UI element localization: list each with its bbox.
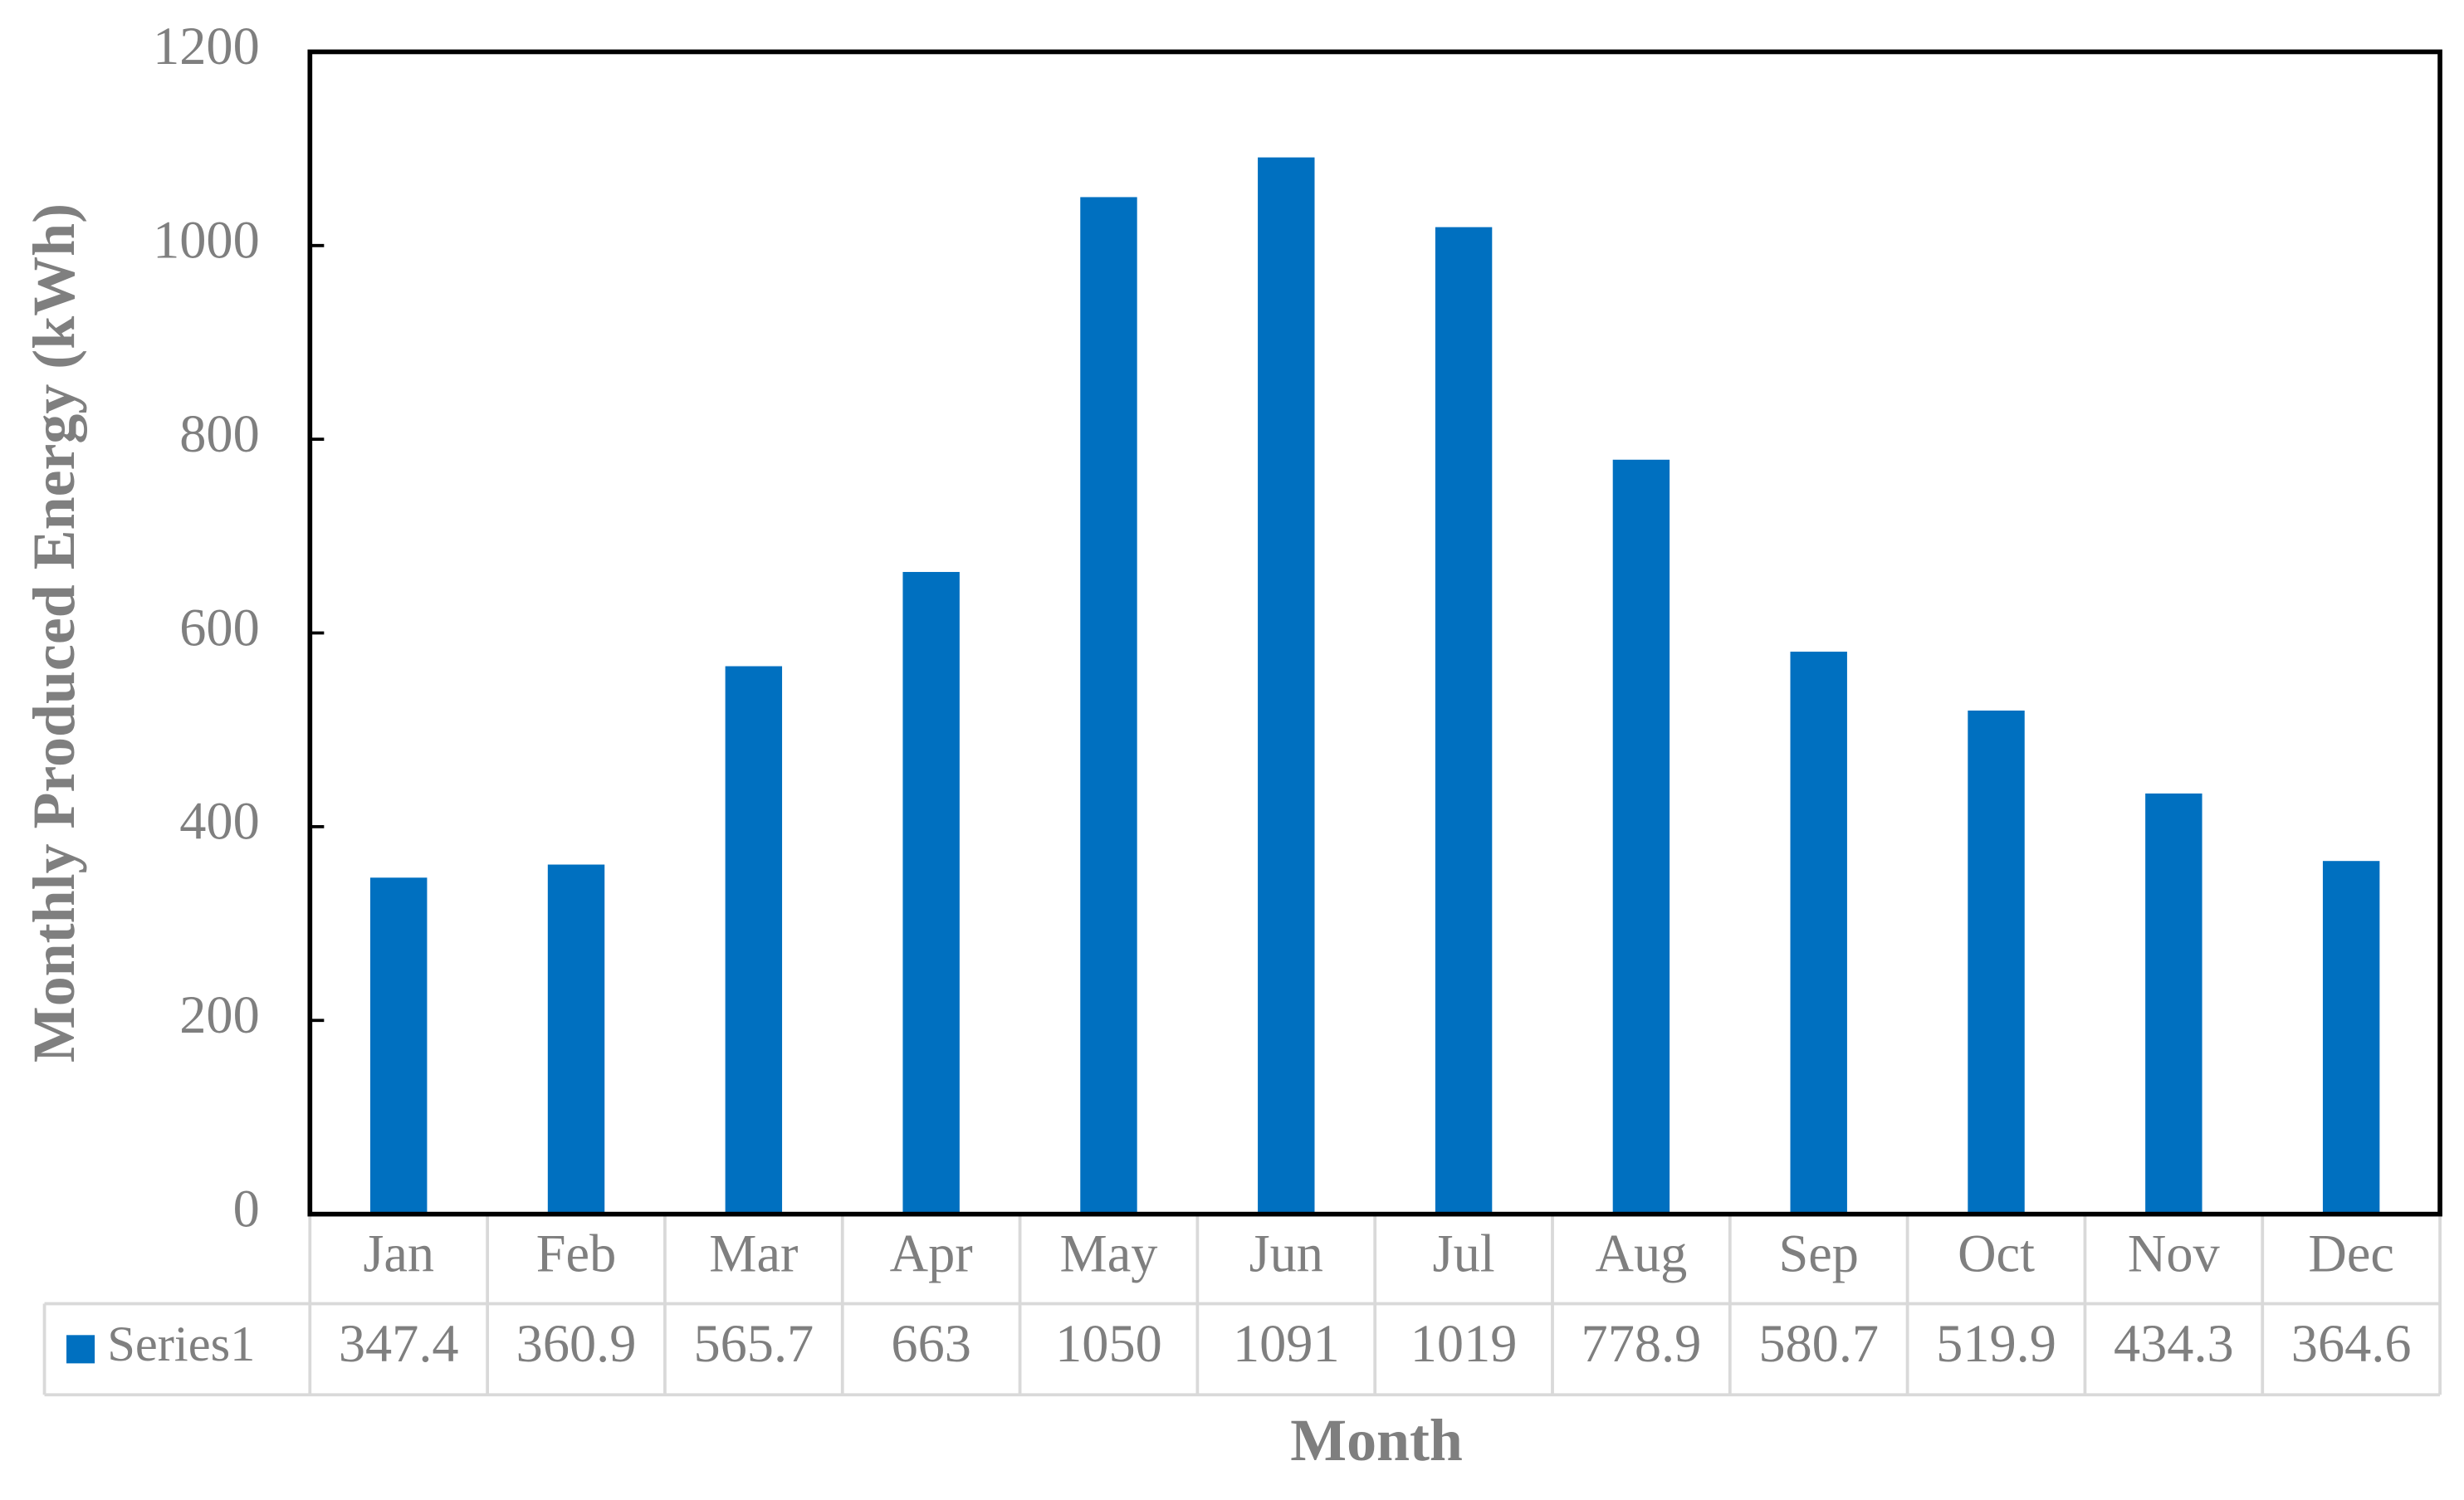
table-value: 1091	[1233, 1314, 1340, 1373]
y-tick-label: 800	[179, 404, 260, 463]
y-tick-label: 0	[233, 1179, 260, 1238]
table-value: 778.9	[1582, 1314, 1702, 1373]
x-tick-label: Jul	[1433, 1224, 1495, 1283]
x-tick-label: Jun	[1249, 1224, 1323, 1283]
bar	[2145, 793, 2202, 1214]
bar	[1258, 157, 1315, 1214]
table-value: 434.3	[2114, 1314, 2234, 1373]
plot-border	[307, 49, 2442, 1217]
legend-swatch	[66, 1335, 95, 1364]
y-axis-title: Monthly Produced Energy (kWh)	[21, 203, 87, 1063]
y-tick-label: 1000	[153, 211, 260, 270]
table-value: 1050	[1055, 1314, 1162, 1373]
bar	[1612, 459, 1670, 1214]
table-value: 1019	[1410, 1314, 1518, 1373]
bar	[725, 666, 783, 1214]
x-tick-label: Apr	[890, 1224, 973, 1283]
y-tick-label: 600	[179, 598, 260, 657]
table-value: 360.9	[516, 1314, 637, 1373]
bar	[2322, 861, 2380, 1214]
x-tick-label: Feb	[536, 1224, 617, 1283]
bar	[1435, 227, 1493, 1214]
bar	[370, 877, 428, 1214]
x-tick-label: May	[1060, 1224, 1158, 1283]
bar	[902, 572, 960, 1214]
table-value: 519.9	[1936, 1314, 2056, 1373]
x-tick-label: Sep	[1778, 1224, 1859, 1283]
x-axis-title: Month	[1290, 1407, 1463, 1473]
x-tick-label: Dec	[2308, 1224, 2394, 1283]
y-tick-label: 1200	[153, 17, 260, 76]
table-value: 580.7	[1758, 1314, 1879, 1373]
table-value: 565.7	[693, 1314, 814, 1373]
x-tick-label: Jan	[363, 1224, 434, 1283]
x-tick-label: Nov	[2128, 1224, 2221, 1283]
y-tick-label: 200	[179, 985, 260, 1044]
bar	[1968, 710, 2025, 1214]
x-tick-label: Oct	[1958, 1224, 2035, 1283]
bar	[547, 864, 605, 1214]
x-tick-label: Mar	[709, 1224, 798, 1283]
table-value: 364.6	[2291, 1314, 2412, 1373]
y-tick-label: 400	[179, 792, 260, 851]
bar	[1080, 197, 1137, 1214]
legend-label: Series1	[107, 1317, 255, 1372]
x-tick-label: Aug	[1596, 1224, 1688, 1283]
table-value: 663	[891, 1314, 971, 1373]
bar	[1790, 652, 1847, 1214]
table-value: 347.4	[339, 1314, 459, 1373]
